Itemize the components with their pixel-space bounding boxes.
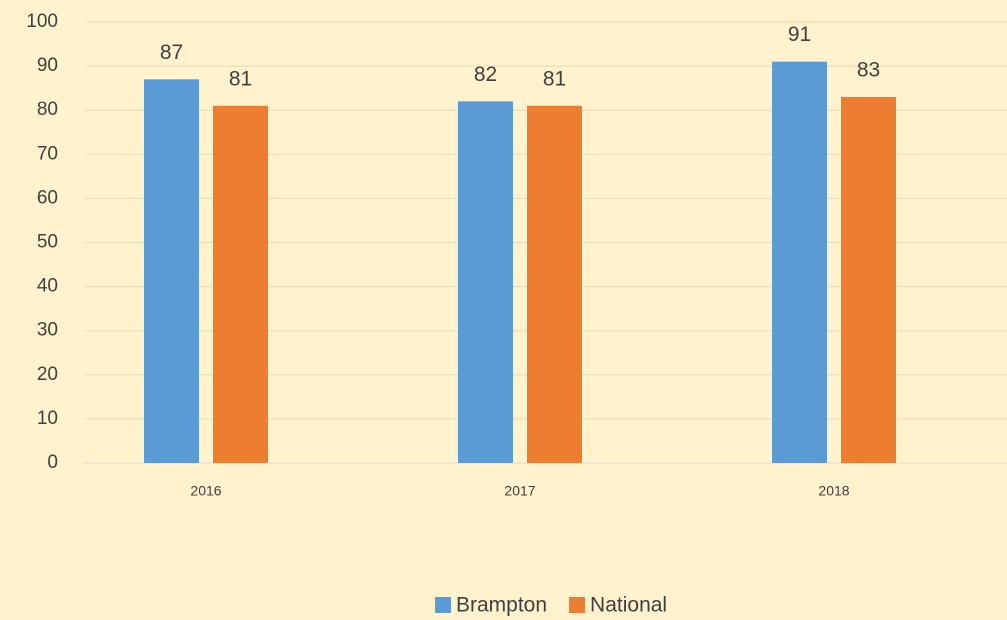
y-tick-label: 10 — [37, 408, 58, 429]
y-tick-label: 80 — [37, 99, 58, 120]
y-tick-label: 20 — [37, 364, 58, 385]
x-tick-label: 2017 — [504, 483, 535, 499]
data-label: 83 — [857, 59, 880, 82]
x-tick-label: 2016 — [190, 483, 221, 499]
y-tick-label: 40 — [37, 276, 58, 297]
data-label: 87 — [160, 41, 183, 64]
data-label: 82 — [474, 63, 497, 86]
x-tick-label: 2018 — [818, 483, 849, 499]
legend-swatch — [435, 597, 451, 613]
bar — [213, 105, 268, 463]
bar — [144, 79, 199, 463]
legend-swatch — [569, 597, 586, 613]
bar — [527, 105, 582, 463]
bar — [772, 61, 827, 463]
y-tick-label: 0 — [47, 452, 58, 473]
y-tick-label: 70 — [37, 143, 58, 164]
y-tick-label: 100 — [26, 11, 58, 32]
y-tick-label: 90 — [37, 55, 58, 76]
y-tick-label: 60 — [37, 187, 58, 208]
data-label: 81 — [543, 67, 566, 90]
bar — [841, 96, 896, 463]
data-label: 91 — [788, 23, 811, 46]
y-tick-label: 50 — [37, 232, 58, 253]
data-label: 81 — [229, 67, 252, 90]
legend-label: Brampton — [456, 594, 547, 617]
bar — [458, 101, 513, 463]
legend-label: National — [590, 594, 667, 617]
y-tick-label: 30 — [37, 320, 58, 341]
